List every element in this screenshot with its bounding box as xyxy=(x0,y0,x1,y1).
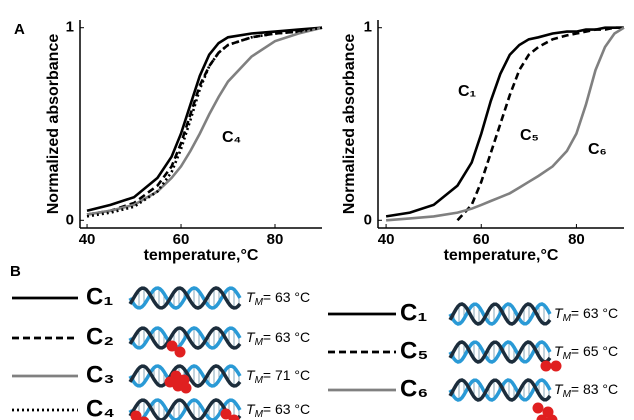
label-dot xyxy=(130,410,142,420)
label-dot xyxy=(138,416,150,420)
dna-strand xyxy=(448,340,552,364)
y-tick-label: 0 xyxy=(66,211,74,228)
annotation: C₅ xyxy=(520,127,539,144)
tm-value: = 83 °C xyxy=(571,381,618,397)
tm-value: = 63 °C xyxy=(263,329,310,345)
tm-label: TM= 65 °C xyxy=(554,343,618,362)
y-axis-label: Normalized absorbance xyxy=(341,34,358,215)
x-tick-label: 80 xyxy=(267,231,284,248)
x-axis-label: temperature,°C xyxy=(444,247,559,264)
x-axis-label: temperature,°C xyxy=(144,247,259,264)
panel-letter: A xyxy=(14,21,25,38)
dna-strand xyxy=(128,398,242,420)
legend-label: C₃ xyxy=(86,361,114,388)
dna-icon xyxy=(448,340,562,372)
y-tick-label: 1 xyxy=(364,19,372,36)
legend-label: C₁ xyxy=(86,283,113,310)
label-dot xyxy=(220,408,232,420)
annotation: C₄ xyxy=(222,129,241,146)
tm-subscript: M xyxy=(255,297,264,308)
dna-strand xyxy=(448,302,552,326)
tm-label: TM= 63 °C xyxy=(246,329,310,348)
legend-label: C₆ xyxy=(400,375,428,402)
annotation: C₆ xyxy=(588,141,607,158)
dna-strand xyxy=(128,326,242,350)
tm-label: TM= 63 °C xyxy=(554,305,618,324)
label-dot xyxy=(174,346,186,358)
series-line xyxy=(86,26,323,212)
tm-value: = 71 °C xyxy=(263,367,310,383)
y-tick-label: 0 xyxy=(364,211,372,228)
tm-label: TM= 63 °C xyxy=(246,289,310,308)
tm-subscript: M xyxy=(255,375,264,386)
dna-strand xyxy=(128,364,242,388)
tm-subscript: M xyxy=(255,409,264,420)
legend-label: C₁ xyxy=(400,299,427,326)
tm-label: TM= 83 °C xyxy=(554,381,618,400)
tm-symbol: T xyxy=(246,289,256,305)
tm-subscript: M xyxy=(563,351,572,362)
series-line xyxy=(86,26,323,218)
dna-strand xyxy=(128,398,242,420)
dna-strand xyxy=(448,378,552,402)
dna-strand xyxy=(448,340,552,364)
label-dot xyxy=(532,402,544,414)
label-dot xyxy=(228,414,240,420)
tm-label: TM= 63 °C xyxy=(246,401,310,420)
legend-label: C₅ xyxy=(400,337,428,364)
tm-value: = 65 °C xyxy=(571,343,618,359)
series-line xyxy=(86,26,323,216)
series-line xyxy=(385,26,624,218)
tm-symbol: T xyxy=(554,343,564,359)
x-tick-label: 40 xyxy=(378,231,395,248)
tm-subscript: M xyxy=(255,337,264,348)
y-tick-label: 1 xyxy=(66,19,74,36)
y-axis-label: Normalized absorbance xyxy=(45,34,62,215)
legend-label: C₂ xyxy=(86,323,114,350)
tm-value: = 63 °C xyxy=(263,289,310,305)
dna-icon xyxy=(448,378,558,420)
legend-label: C₄ xyxy=(86,395,115,420)
x-tick-label: 60 xyxy=(473,231,490,248)
series-line xyxy=(385,26,625,222)
x-tick-label: 80 xyxy=(568,231,585,248)
x-tick-label: 60 xyxy=(173,231,190,248)
label-dot xyxy=(536,414,548,420)
tm-value: = 63 °C xyxy=(571,305,618,321)
dna-strand xyxy=(128,286,242,310)
tm-symbol: T xyxy=(246,329,256,345)
tm-symbol: T xyxy=(246,367,256,383)
panel-letter: B xyxy=(10,263,21,280)
label-dot xyxy=(166,340,178,352)
label-dot xyxy=(540,360,552,372)
label-dot xyxy=(546,414,558,420)
tm-subscript: M xyxy=(563,389,572,400)
tm-label: TM= 71 °C xyxy=(246,367,310,386)
tm-symbol: T xyxy=(554,305,564,321)
dna-icon xyxy=(128,286,242,310)
dna-strand xyxy=(128,326,242,350)
tm-subscript: M xyxy=(563,313,572,324)
tm-value: = 63 °C xyxy=(263,401,310,417)
label-dot xyxy=(550,360,562,372)
x-tick-label: 40 xyxy=(79,231,96,248)
dna-icon xyxy=(128,398,242,420)
label-dot xyxy=(164,376,176,388)
dna-icon xyxy=(128,364,242,394)
label-dot xyxy=(180,382,192,394)
dna-icon xyxy=(128,326,242,358)
dna-icon xyxy=(448,302,552,326)
dna-strand xyxy=(448,378,552,402)
series-line xyxy=(456,26,624,222)
tm-symbol: T xyxy=(246,401,256,417)
dna-strand xyxy=(448,302,552,326)
annotation: C₁ xyxy=(458,83,477,100)
dna-strand xyxy=(128,286,242,310)
tm-symbol: T xyxy=(554,381,564,397)
